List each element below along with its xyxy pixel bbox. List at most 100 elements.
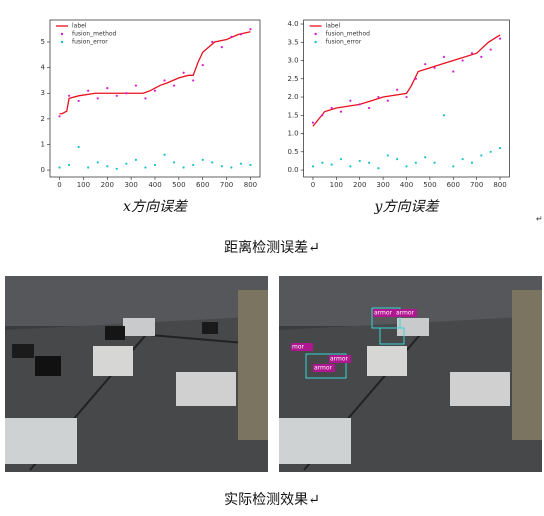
scatter-point	[339, 110, 343, 113]
detection-tag	[313, 364, 335, 372]
x-tick-label: 700	[220, 181, 233, 189]
detection-tag	[291, 343, 313, 351]
scatter-point	[377, 167, 380, 170]
scatter-point	[96, 161, 99, 164]
scatter-point	[377, 95, 380, 99]
detection-label: armor	[396, 310, 415, 317]
scatter-point	[405, 165, 408, 168]
paragraph-mark: ↵	[536, 215, 543, 224]
x-tick-label: 800	[493, 181, 506, 189]
x-tick-label: 700	[470, 181, 483, 189]
y-tick-label: 1.0	[287, 130, 298, 138]
x-tick-label: 800	[244, 181, 257, 189]
scatter-point	[249, 163, 252, 167]
scatter-point	[87, 166, 90, 169]
scatter-point	[489, 48, 492, 51]
legend-label: fusion_error	[326, 39, 362, 46]
x-tick-label: 500	[423, 181, 436, 189]
y-tick-label: 5	[41, 38, 45, 46]
scatter-point	[480, 154, 483, 157]
x-tick-label: 300	[376, 181, 389, 189]
x-tick-label: 100	[77, 181, 90, 189]
scatter-point	[115, 94, 118, 97]
y-tick-label: 2.5	[287, 75, 298, 83]
x-tick-label: 400	[148, 181, 161, 189]
scatter-point	[249, 28, 252, 31]
scatter-point	[77, 99, 80, 103]
scatter-point	[106, 87, 109, 90]
detection-tag	[329, 355, 351, 363]
scatter-point	[220, 165, 223, 168]
scatter-point	[211, 40, 214, 44]
y-tick-label: 1.5	[287, 111, 298, 119]
detection-tag	[373, 309, 395, 317]
y-tick-label: 0.5	[287, 148, 298, 156]
photo-left	[5, 276, 269, 472]
scatter-point	[349, 99, 352, 102]
x-tick-label: 400	[400, 181, 413, 189]
x-tick-label: 300	[124, 181, 137, 189]
scatter-point	[163, 153, 166, 156]
scatter-point	[405, 95, 408, 99]
scatter-point	[414, 77, 417, 80]
scatter-point	[77, 145, 80, 149]
scatter-point	[134, 158, 138, 161]
scatter-point	[470, 52, 474, 55]
x-axis-caption: y方向误差	[374, 199, 441, 215]
x-tick-label: 600	[196, 181, 209, 189]
scatter-point	[349, 165, 352, 168]
y-tick-label: 2	[41, 115, 45, 123]
detection-label: mor	[292, 344, 305, 351]
scatter-point	[192, 163, 195, 167]
scatter-point	[134, 84, 138, 87]
scatter-point	[87, 89, 90, 92]
scatter-point	[144, 166, 147, 169]
y-tick-label: 3	[41, 89, 45, 97]
scatter-point	[396, 158, 399, 161]
legend-swatch	[60, 32, 64, 36]
y-tick-label: 4	[41, 64, 46, 72]
x-tick-label: 200	[101, 181, 114, 189]
x-tick-label: 600	[447, 181, 460, 189]
scatter-point	[433, 161, 436, 164]
scatter-point	[414, 161, 417, 164]
legend-label: fusion_error	[72, 39, 108, 46]
scatter-point	[67, 94, 71, 97]
x-tick-label: 200	[353, 181, 366, 189]
scatter-point	[498, 37, 502, 40]
scatter-point	[125, 162, 128, 165]
y-tick-label: 4.0	[287, 20, 298, 28]
y-tick-label: 0	[41, 166, 45, 174]
scatter-point	[470, 161, 474, 164]
scatter-point	[386, 154, 389, 157]
scatter-point	[115, 167, 118, 170]
scatter-point	[498, 147, 502, 150]
scatter-point	[163, 79, 166, 82]
scatter-point	[433, 66, 436, 69]
scatter-point	[96, 97, 99, 100]
scatter-point	[321, 114, 324, 117]
x-tick-label: 500	[172, 181, 185, 189]
scatter-point	[182, 166, 185, 169]
scatter-point	[201, 158, 204, 161]
legend-label: fusion_method	[326, 31, 371, 38]
scatter-point	[424, 156, 427, 159]
caption-detection: 实际检测效果↵	[224, 492, 320, 508]
scatter-point	[330, 163, 333, 166]
scatter-point	[489, 150, 492, 153]
scatter-point	[339, 158, 343, 161]
scatter-point	[192, 79, 195, 82]
scatter-point	[311, 165, 315, 168]
scatter-point	[201, 63, 204, 67]
scatter-point	[67, 163, 71, 167]
scatter-point	[239, 33, 243, 36]
caption-distance: 距离检测误差↵	[224, 239, 320, 256]
scatter-point	[125, 92, 128, 95]
scatter-point	[442, 55, 446, 58]
label-line	[59, 31, 251, 115]
y-tick-label: 1	[41, 140, 45, 148]
scatter-point	[452, 70, 455, 73]
scatter-point	[480, 55, 483, 58]
scatter-point	[452, 165, 455, 168]
